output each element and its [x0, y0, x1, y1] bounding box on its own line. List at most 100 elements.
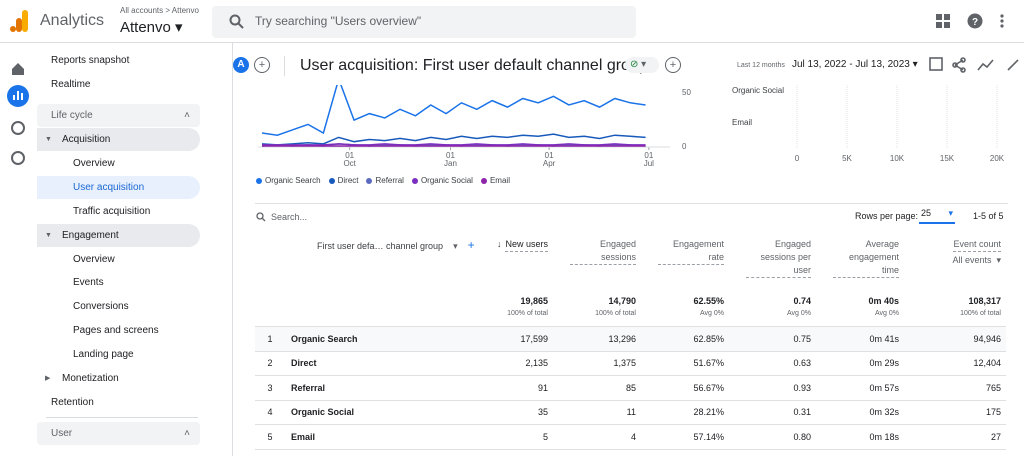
metric-header[interactable]: Engaged sessions [553, 230, 641, 280]
legend-dot [480, 177, 487, 184]
nav-item[interactable]: Pages and screens [37, 319, 200, 342]
sort-arrow: ↓ [496, 239, 502, 249]
left-rail[interactable] [0, 43, 36, 456]
metric-value: 0.93 [729, 375, 816, 401]
top-icons[interactable]: ? [935, 13, 1015, 31]
nav-item[interactable]: Overview [37, 152, 200, 175]
nav-item[interactable]: Events [37, 271, 200, 294]
metric-header[interactable]: Event count All events ▾ [904, 230, 1006, 280]
metric-value: 56.67% [641, 375, 729, 401]
svg-text:?: ? [972, 17, 978, 28]
nav-item[interactable]: Conversions [37, 295, 200, 318]
property-selector[interactable]: Attenvo ▾ [120, 19, 183, 36]
nav-item[interactable]: Life cycle ˄ [37, 104, 200, 127]
total-cell: 0.74 Avg 0% [729, 280, 816, 327]
legend-label: Organic Social [420, 176, 473, 185]
nav-item[interactable]: Landing page [37, 343, 200, 366]
data-row[interactable]: 4 Organic Social 35 11 28.21% 0.31 0m 32s 175 [255, 400, 1006, 425]
dimension-label[interactable]: First user defa… channel group [317, 241, 444, 251]
x-tick-label: 0 [795, 154, 800, 163]
total-cell: 62.55% Avg 0% [641, 280, 729, 327]
nav-label: Realtime [51, 79, 91, 90]
dimension-controls: ▾ [453, 241, 458, 251]
total-cell: 108,317 100% of total [904, 280, 1006, 327]
nav-label: Reports snapshot [51, 55, 130, 66]
nav-item[interactable]: Monetization ▶ [37, 367, 200, 390]
metric-value: 1,375 [553, 351, 641, 376]
add-filter[interactable]: + [665, 57, 681, 73]
legend-label: Referral [375, 176, 404, 185]
metric-value: 0m 57s [816, 375, 904, 401]
x-tick-day: 01 [345, 151, 354, 160]
nav-label: Overview [73, 254, 115, 265]
legend-item[interactable]: Organic Search [256, 176, 321, 185]
data-row[interactable]: 5 Email 5 4 57.14% 0.80 0m 18s 27 [255, 424, 1006, 450]
category-label: Organic Social [732, 86, 784, 95]
avatar[interactable]: A [233, 57, 249, 73]
totals-dimension [285, 280, 485, 327]
data-row[interactable]: 1 Organic Search 17,599 13,296 62.85% 0.75 0m … [255, 326, 1006, 352]
metric-value: 0m 32s [816, 400, 904, 425]
breadcrumb[interactable]: All accounts > Attenvo [120, 6, 199, 15]
metric-header[interactable]: Engagement rate [641, 230, 729, 280]
x-tick-month: Apr [543, 159, 556, 168]
metric-value: 12,404 [904, 351, 1006, 376]
legend-item[interactable]: Direct [328, 176, 358, 185]
row-index: 2 [255, 351, 285, 376]
metric-header[interactable]: Engaged sessions per user [729, 230, 816, 280]
metric-sub[interactable]: All events ▾ [952, 255, 1001, 265]
metric-value: 2,135 [485, 351, 553, 376]
metric-value: 0.80 [729, 424, 816, 450]
nav-label: Events [73, 277, 104, 288]
metric-value: 85 [553, 375, 641, 401]
data-row[interactable]: 3 Referral 91 85 56.67% 0.93 0m 57s 765 [255, 375, 1006, 401]
legend-item[interactable]: Organic Social [411, 176, 473, 185]
nav-item[interactable]: Overview [37, 248, 200, 271]
data-row[interactable]: 2 Direct 2,135 1,375 51.67% 0.63 0m 29s 12,404 [255, 351, 1006, 376]
legend-dot [328, 177, 335, 184]
nav-item[interactable]: Engagement ▼ [37, 224, 200, 247]
legend-dot [256, 177, 262, 184]
header-icons[interactable] [928, 56, 1024, 74]
total-value: 0m 40s [868, 296, 899, 306]
legend-label: Email [489, 176, 510, 185]
legend-item[interactable]: Email [480, 176, 510, 185]
nav-label: Retention [51, 397, 94, 408]
metric-value: 62.85% [641, 326, 729, 352]
total-note: 100% of total [595, 310, 636, 317]
add-comparison[interactable]: + [254, 57, 270, 73]
nav-item[interactable]: User acquisition [37, 176, 200, 199]
nav-item[interactable]: Realtime [37, 73, 200, 96]
total-value: 0.74 [793, 296, 811, 306]
rows-per-page-select[interactable]: 25 ▾ [919, 208, 955, 224]
status-badge[interactable]: ⊘ ▾ [625, 57, 659, 73]
nav-label: Pages and screens [73, 325, 159, 336]
legend-item[interactable]: Referral [366, 176, 404, 185]
metric-value: 5 [485, 424, 553, 450]
nav-item[interactable]: Traffic acquisition [37, 200, 200, 223]
metric-value: 17,599 [485, 326, 553, 352]
search-box[interactable] [212, 6, 636, 38]
table-search[interactable]: Search... [271, 212, 308, 222]
metric-header[interactable]: Average engagement time [816, 230, 904, 280]
nav-item[interactable]: Retention [37, 391, 200, 414]
nav-label: User acquisition [73, 182, 145, 193]
add-dimension[interactable]: + [467, 238, 475, 252]
metric-header[interactable]: ↓ New users [485, 230, 553, 280]
search-placeholder: Try searching "Users overview" [255, 14, 422, 28]
totals-index [255, 280, 285, 327]
metric-label: Average engagement time [833, 238, 899, 278]
date-range[interactable]: Jul 13, 2022 - Jul 13, 2023 ▾ [792, 59, 918, 70]
nav-label: Landing page [73, 349, 134, 360]
property-name: Attenvo [120, 19, 171, 36]
nav-label: Overview [73, 158, 115, 169]
x-tick-label: 10K [890, 154, 905, 163]
index-header [255, 230, 285, 280]
separator [284, 56, 285, 76]
metric-value: 175 [904, 400, 1006, 425]
nav-item[interactable]: Acquisition ▼ [37, 128, 200, 151]
legend: Organic Search Direct Referral Organic Soci… [256, 176, 510, 185]
nav-item[interactable]: User ˄ [37, 422, 200, 445]
nav-item[interactable]: Reports snapshot [37, 49, 200, 72]
